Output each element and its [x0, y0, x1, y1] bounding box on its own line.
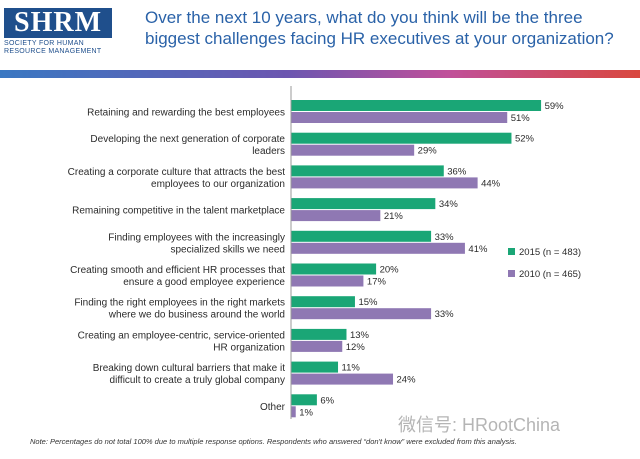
- category-label: Creating a corporate culture that attrac…: [68, 167, 286, 190]
- bar-2010: [291, 373, 394, 385]
- data-label: 59%: [545, 101, 565, 112]
- bar-2015: [291, 263, 377, 275]
- category-label: Breaking down cultural barriers that mak…: [93, 363, 286, 386]
- data-label: 17%: [367, 277, 387, 288]
- category-label: Other: [260, 402, 286, 413]
- legend-swatch: [508, 270, 515, 277]
- page-title: Over the next 10 years, what do you thin…: [145, 8, 614, 48]
- category-label: Creating smooth and efficient HR process…: [70, 265, 285, 288]
- data-label: 21%: [384, 211, 404, 222]
- category-label: Finding employees with the increasingly s…: [108, 232, 285, 255]
- logo-subtitle-line1: SOCIETY FOR HUMAN: [4, 40, 85, 47]
- legend: 2015 (n = 483) 2010 (n = 465): [508, 247, 581, 280]
- data-label: 44%: [481, 178, 501, 189]
- data-label: 34%: [439, 199, 459, 210]
- shrm-logo: SHRM SOCIETY FOR HUMAN RESOURCE MANAGEME…: [4, 8, 112, 64]
- bar-2010: [291, 112, 508, 123]
- data-label: 51%: [511, 113, 531, 124]
- bar-2015: [291, 230, 432, 242]
- logo-subtitle-line2: RESOURCE MANAGEMENT: [4, 48, 102, 55]
- logo-subtitle: SOCIETY FOR HUMAN RESOURCE MANAGEMENT: [4, 40, 112, 56]
- bar-chart: Retaining and rewarding the best employe…: [68, 86, 581, 419]
- header-stripe: [0, 70, 640, 78]
- footnote: Note: Percentages do not total 100% due …: [30, 437, 517, 446]
- category-label-line: Finding the right employees in the right…: [74, 298, 285, 309]
- bar-2015: [291, 361, 339, 373]
- data-label: 24%: [397, 375, 417, 386]
- bar-2010: [291, 210, 381, 222]
- data-label: 6%: [320, 395, 334, 406]
- axis-layer: Retaining and rewarding the best employe…: [68, 86, 292, 419]
- category-label-line: Developing the next generation of corpor…: [90, 134, 285, 145]
- bar-2010: [291, 144, 415, 156]
- category-label-line: Remaining competitive in the talent mark…: [72, 206, 285, 217]
- bar-2015: [291, 394, 317, 406]
- category-label-line: HR organization: [213, 342, 285, 353]
- category-label-line: leaders: [252, 146, 285, 157]
- category-label-line: specialized skills we need: [170, 244, 285, 255]
- data-label: 36%: [447, 166, 467, 177]
- category-label: Creating an employee-centric, service-or…: [78, 330, 285, 353]
- data-label: 33%: [435, 309, 455, 320]
- category-label-line: where we do business around the world: [108, 310, 285, 321]
- bar-2015: [291, 296, 355, 308]
- category-label-line: Other: [260, 402, 286, 413]
- bar-2015: [291, 132, 512, 144]
- data-label: 12%: [346, 342, 366, 353]
- category-label: Finding the right employees in the right…: [74, 298, 285, 321]
- bar-2015: [291, 198, 436, 210]
- bar-2015: [291, 165, 444, 177]
- legend-label: 2015 (n = 483): [519, 247, 581, 258]
- category-label: Retaining and rewarding the best employe…: [87, 108, 285, 119]
- category-label-line: Retaining and rewarding the best employe…: [87, 108, 285, 119]
- data-label: 41%: [468, 244, 488, 255]
- data-label: 15%: [358, 297, 378, 308]
- category-label-line: difficult to create a truly global compa…: [110, 375, 285, 386]
- bar-2010: [291, 406, 296, 418]
- data-label: 11%: [342, 363, 361, 374]
- bars-layer: 59% 51% 52% 29% 36% 44% 34% 21% 33% 41% 20%17% 15% 3…: [291, 100, 565, 418]
- data-label: 29%: [418, 146, 438, 157]
- bar-2010: [291, 177, 478, 189]
- data-label: 33%: [435, 232, 455, 243]
- category-label-line: ensure a good employee experience: [123, 277, 285, 288]
- legend-swatch: [508, 248, 515, 255]
- bar-2015: [291, 100, 542, 111]
- data-label: 52%: [515, 134, 535, 145]
- category-label-line: Creating a corporate culture that attrac…: [68, 167, 286, 178]
- category-label-line: Finding employees with the increasingly: [108, 232, 285, 243]
- bar-2010: [291, 242, 465, 254]
- category-label-line: Breaking down cultural barriers that mak…: [93, 363, 286, 374]
- category-label-line: employees to our organization: [151, 179, 285, 190]
- data-label: 1%: [299, 407, 313, 418]
- category-label-line: Creating an employee-centric, service-or…: [78, 330, 285, 341]
- watermark: 微信号: HRootChina: [398, 415, 561, 435]
- data-label: 13%: [350, 330, 370, 341]
- category-label-line: Creating smooth and efficient HR process…: [70, 265, 285, 276]
- logo-mark: SHRM: [4, 8, 112, 38]
- category-label: Developing the next generation of corpor…: [90, 134, 285, 157]
- bar-2015: [291, 328, 347, 340]
- category-label: Remaining competitive in the talent mark…: [72, 206, 285, 217]
- bar-2010: [291, 340, 343, 352]
- bar-2010: [291, 275, 364, 287]
- data-label: 20%: [380, 265, 400, 276]
- bar-2010: [291, 308, 432, 320]
- legend-label: 2010 (n = 465): [519, 269, 581, 280]
